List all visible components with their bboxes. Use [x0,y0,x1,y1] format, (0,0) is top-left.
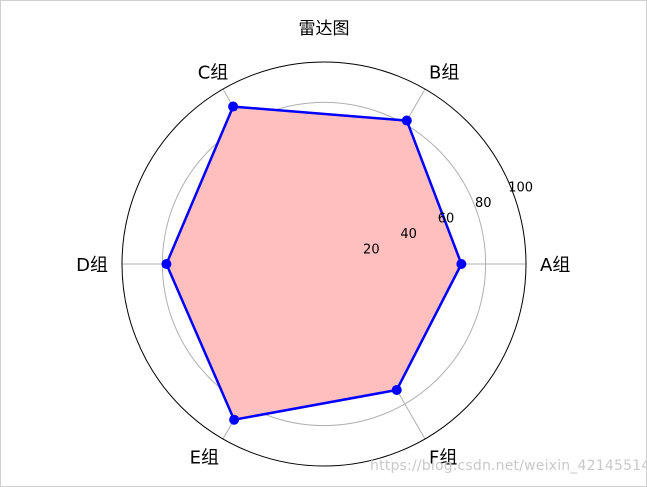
radial-tick-label: 40 [400,227,417,242]
data-point [401,115,412,126]
watermark-text: https://blog.csdn.net/weixin_42145514 [370,458,647,474]
chart-title: 雷达图 [299,19,350,39]
data-point [456,259,467,269]
radial-tick-label: 20 [363,243,380,258]
outer-frame-circle [121,61,527,467]
category-label: B组 [429,63,459,84]
category-label: A组 [540,255,570,276]
radial-tick-label: 80 [475,196,492,211]
category-label: C组 [198,63,229,84]
category-label: F组 [429,447,457,468]
category-label: E组 [190,447,219,468]
data-layer [161,101,467,425]
label-layer: 20 40 60 80 100 A组 B组 C组 D组 E组 F组 [76,63,570,469]
radial-tick-label: 100 [508,181,533,196]
data-point [161,259,172,269]
data-point [229,414,240,425]
data-point [228,101,239,112]
radial-tick-label: 60 [438,212,455,227]
category-label: D组 [76,255,108,276]
data-point [391,384,402,395]
series-area [166,106,462,420]
